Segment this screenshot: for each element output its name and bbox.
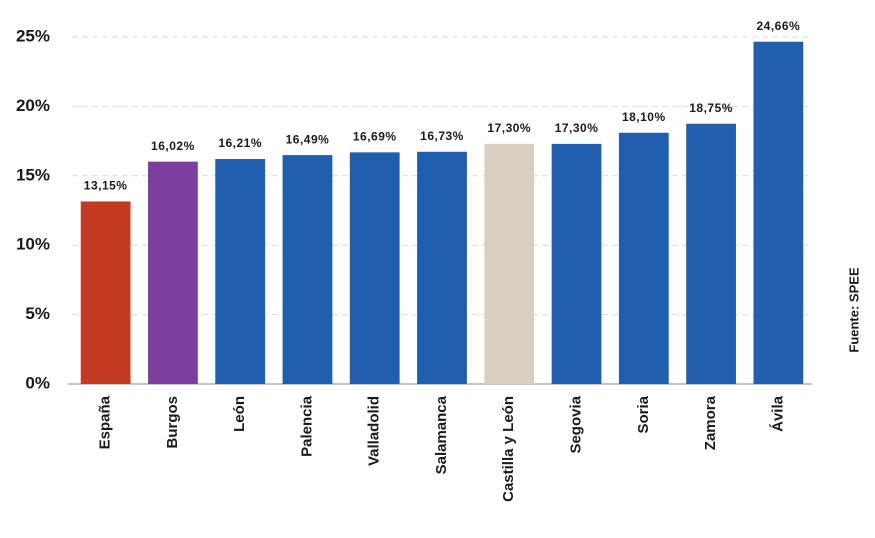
x-tick-label: Palencia [298, 395, 315, 457]
y-tick-label: 25% [16, 26, 50, 45]
x-tick-label: Salamanca [433, 395, 450, 474]
bar [484, 143, 535, 384]
source-note: Fuente: SPEE [846, 267, 861, 353]
value-label: 13,15% [84, 179, 128, 193]
value-label: 17,30% [487, 121, 531, 135]
bar [215, 159, 266, 384]
y-tick-label: 10% [16, 235, 50, 254]
value-label: 16,73% [420, 129, 464, 143]
bar [80, 201, 131, 384]
value-label: 16,21% [218, 136, 262, 150]
bar [551, 143, 602, 384]
value-label: 24,66% [757, 19, 801, 33]
value-label: 17,30% [555, 121, 599, 135]
x-tick-label: España [97, 395, 114, 449]
x-tick-label: Castilla y León [500, 396, 517, 502]
bar [686, 123, 736, 384]
x-tick-label: Soria [635, 395, 652, 433]
bar [618, 132, 669, 384]
value-label: 16,49% [286, 132, 330, 146]
bar [417, 151, 467, 384]
x-tick-label: León [231, 396, 248, 432]
y-tick-label: 5% [25, 304, 50, 323]
x-tick-label: Valladolid [366, 396, 383, 466]
bar [349, 152, 400, 384]
value-label: 18,75% [689, 101, 733, 115]
x-tick-label: Segovia [568, 395, 585, 453]
x-tick-label: Zamora [702, 395, 719, 450]
bar [282, 155, 333, 384]
value-label: 16,02% [151, 139, 195, 153]
value-label: 18,10% [622, 110, 666, 124]
y-tick-label: 20% [16, 96, 50, 115]
bar [148, 161, 198, 384]
y-tick-label: 0% [25, 373, 50, 392]
value-label: 16,69% [353, 130, 397, 144]
y-tick-label: 15% [16, 165, 50, 184]
x-tick-label: Ávila [769, 395, 786, 432]
bar [753, 41, 804, 384]
x-tick-label: Burgos [164, 396, 181, 449]
